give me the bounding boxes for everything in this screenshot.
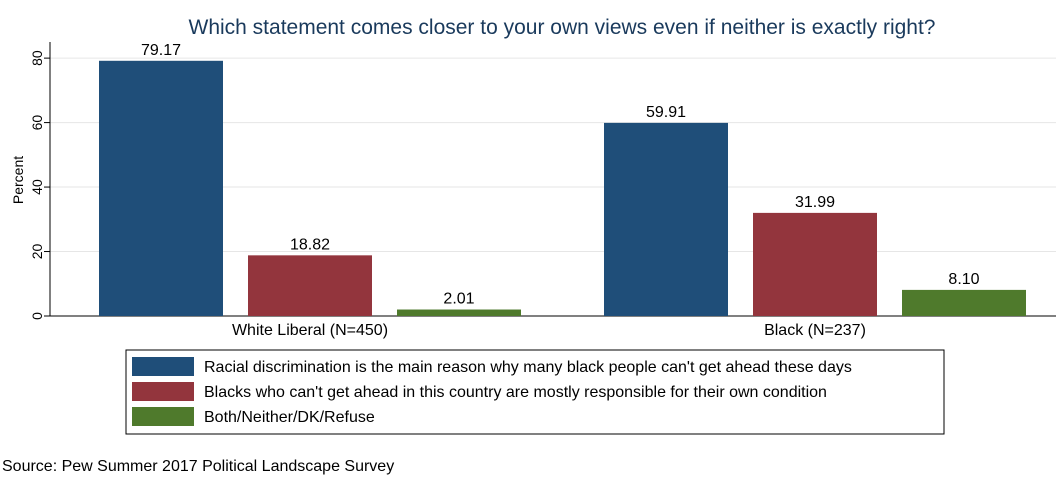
legend-label: Both/Neither/DK/Refuse <box>204 409 375 426</box>
y-tick-label: 40 <box>29 179 45 195</box>
category-label: White Liberal (N=450) <box>232 322 388 339</box>
category-label: Black (N=237) <box>764 322 866 339</box>
bar <box>902 289 1026 316</box>
bar <box>397 309 521 316</box>
legend-label: Blacks who can't get ahead in this count… <box>204 384 827 401</box>
y-tick-label: 20 <box>29 244 45 260</box>
legend-swatch <box>132 357 194 376</box>
legend-label: Racial discrimination is the main reason… <box>204 359 852 376</box>
source-note: Source: Pew Summer 2017 Political Landsc… <box>2 458 394 475</box>
chart-title: Which statement comes closer to your own… <box>189 16 936 39</box>
y-tick-label: 80 <box>29 50 45 66</box>
data-label: 79.17 <box>141 42 181 59</box>
legend-swatch <box>132 382 194 401</box>
bar <box>99 60 223 316</box>
legend-box <box>125 349 945 435</box>
data-label: 18.82 <box>290 236 330 253</box>
y-axis-title: Percent <box>10 156 26 204</box>
data-label: 59.91 <box>646 104 686 121</box>
bar <box>604 122 728 316</box>
legend: Racial discrimination is the main reason… <box>125 349 945 435</box>
bar <box>753 212 877 316</box>
data-label: 31.99 <box>795 194 835 211</box>
y-tick-label: 0 <box>29 312 45 320</box>
y-tick-label: 60 <box>29 115 45 131</box>
legend-swatch <box>132 407 194 426</box>
bar <box>248 255 372 316</box>
data-label: 2.01 <box>443 291 474 308</box>
data-label: 8.10 <box>948 271 979 288</box>
plot-area: 0 20 40 60 80 79.17 18.82 2.01 White Liberal (N=… <box>29 42 1056 339</box>
